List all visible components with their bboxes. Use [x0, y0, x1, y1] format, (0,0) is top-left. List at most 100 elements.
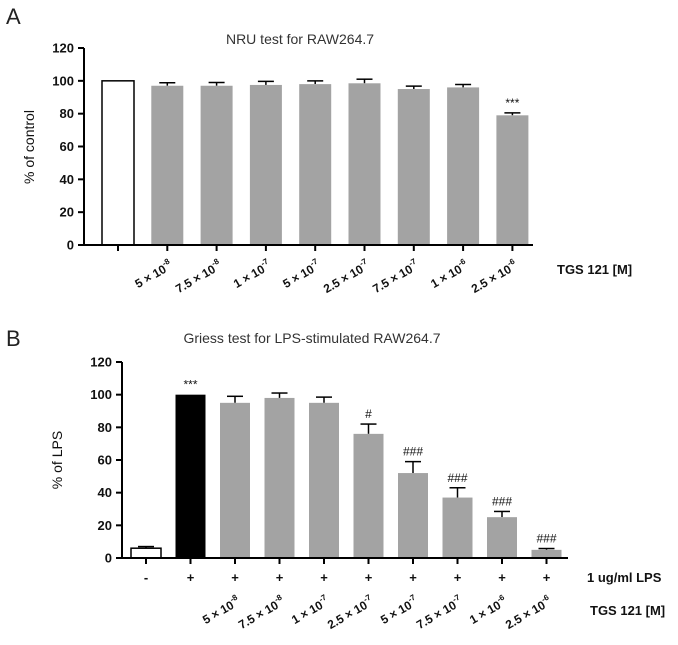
- bar-annotation: ***: [183, 378, 197, 392]
- y-tick-label: 120: [52, 41, 74, 56]
- x-category-exponent: -7: [451, 592, 462, 604]
- x-category-exponent: -7: [358, 256, 369, 268]
- x-category-label: 5 × 10-8: [131, 256, 175, 291]
- bar-annotation: ###: [447, 471, 467, 485]
- y-tick-label: 20: [98, 518, 112, 533]
- x-category-label: 7.5 × 10-7: [413, 592, 465, 632]
- bar-1: [175, 394, 206, 558]
- x-category-base: 2.5 × 10: [325, 598, 370, 632]
- bar-6: [398, 473, 428, 558]
- bar-annotation: #: [365, 407, 372, 421]
- bar-6: [397, 89, 430, 246]
- lps-indicator: +: [187, 570, 195, 585]
- bar-3: [249, 84, 282, 245]
- bar-2: [200, 85, 233, 245]
- x-category-label: 7.5 × 10-8: [172, 256, 224, 296]
- panel-b-ylabel: % of LPS: [49, 431, 65, 489]
- x-category-base: 7.5 × 10: [173, 262, 218, 296]
- panel-a-x-axis: 5 × 10-8 7.5 × 10-8 1 × 10-7 5 × 10-7 2.5 × …: [84, 244, 533, 296]
- y-tick-label: 0: [67, 238, 74, 253]
- x-category-exponent: -7: [317, 592, 328, 604]
- panel-b-x-axis: - + +5 × 10-8+7.5 × 10-8+1 × 10-7+2.5 × 10…: [122, 557, 568, 632]
- x-category-exponent: -8: [210, 256, 221, 268]
- x-category-exponent: -6: [456, 256, 467, 268]
- x-category-exponent: -8: [273, 592, 284, 604]
- x-category-base: 2.5 × 10: [321, 262, 366, 296]
- bar-annotation: ###: [536, 532, 556, 546]
- bar-annotation: ***: [505, 96, 519, 110]
- y-tick-label: 60: [60, 139, 74, 154]
- bar-1: [151, 85, 184, 245]
- x-category-base: 7.5 × 10: [414, 598, 459, 632]
- x-category-exponent: -7: [406, 592, 417, 604]
- bar-8: [496, 115, 529, 245]
- panel-a-ylabel: % of control: [21, 110, 37, 184]
- x-category-exponent: -8: [228, 592, 239, 604]
- x-category-label: 2.5 × 10-6: [468, 256, 520, 296]
- y-tick-label: 80: [98, 420, 112, 435]
- x-category-exponent: -7: [259, 256, 270, 268]
- panel-a-xlabel: TGS 121 [M]: [557, 262, 632, 277]
- y-tick-label: 120: [90, 355, 112, 370]
- x-category-label: 2.5 × 10-6: [502, 592, 554, 632]
- lps-indicator: +: [498, 570, 506, 585]
- bar-annotation: ###: [403, 445, 423, 459]
- panel-b-row2-label: TGS 121 [M]: [590, 603, 665, 618]
- x-category-base: 7.5 × 10: [236, 598, 281, 632]
- x-category-label: 5 × 10-7: [279, 256, 323, 291]
- bar-5: [348, 83, 381, 245]
- y-tick-label: 20: [60, 205, 74, 220]
- x-category-exponent: -7: [362, 592, 373, 604]
- bar-0: [101, 80, 135, 246]
- lps-indicator: +: [365, 570, 373, 585]
- panel-b-row1-label: 1 ug/ml LPS: [587, 570, 662, 585]
- panel-a: A NRU test for RAW264.7 % of control TGS…: [6, 4, 632, 296]
- x-category-exponent: -6: [495, 592, 506, 604]
- lps-indicator: +: [276, 570, 284, 585]
- y-tick-label: 0: [105, 551, 112, 566]
- bar-4: [309, 402, 339, 558]
- y-tick-label: 40: [60, 172, 74, 187]
- x-category-label: 7.5 × 10-7: [369, 256, 421, 296]
- panel-b-letter: B: [6, 326, 21, 351]
- lps-indicator: -: [144, 570, 148, 585]
- x-category-exponent: -8: [161, 256, 172, 268]
- x-category-exponent: -7: [407, 256, 418, 268]
- panel-b: B Griess test for LPS-stimulated RAW264.…: [6, 326, 665, 632]
- bar-3: [264, 397, 295, 558]
- bar-7: [442, 497, 473, 558]
- bar-2: [220, 402, 250, 558]
- bar-0: [130, 547, 162, 559]
- bar-9: [531, 549, 562, 558]
- panel-a-y-axis: 0 20 40 60 80 100 120: [52, 41, 85, 253]
- bar-8: [487, 517, 517, 558]
- lps-indicator: +: [454, 570, 462, 585]
- y-tick-label: 60: [98, 453, 112, 468]
- x-category-exponent: -6: [540, 592, 551, 604]
- x-category-label: 1 × 10-6: [427, 256, 471, 291]
- x-category-base: 2.5 × 10: [469, 262, 514, 296]
- panel-b-y-axis: 0 20 40 60 80 100 120: [90, 355, 123, 566]
- x-category-label: 2.5 × 10-7: [320, 256, 372, 296]
- bar-4: [299, 84, 332, 245]
- bar-5: [353, 433, 384, 558]
- panel-a-letter: A: [6, 4, 21, 29]
- bar-annotation: ###: [492, 494, 512, 508]
- y-tick-label: 100: [52, 73, 74, 88]
- lps-indicator: +: [543, 570, 551, 585]
- x-category-base: 7.5 × 10: [370, 262, 415, 296]
- panel-b-bars: ***#############: [130, 378, 562, 559]
- y-tick-label: 80: [60, 106, 74, 121]
- lps-indicator: +: [409, 570, 417, 585]
- x-category-base: 2.5 × 10: [503, 598, 548, 632]
- panel-b-title: Griess test for LPS-stimulated RAW264.7: [183, 330, 440, 346]
- x-category-exponent: -6: [506, 256, 517, 268]
- x-category-exponent: -7: [309, 256, 320, 268]
- x-category-label: 2.5 × 10-7: [324, 592, 376, 632]
- lps-indicator: +: [231, 570, 239, 585]
- panel-a-title: NRU test for RAW264.7: [226, 31, 374, 47]
- panel-a-bars: ***: [101, 78, 529, 246]
- bar-7: [447, 87, 480, 246]
- lps-indicator: +: [320, 570, 328, 585]
